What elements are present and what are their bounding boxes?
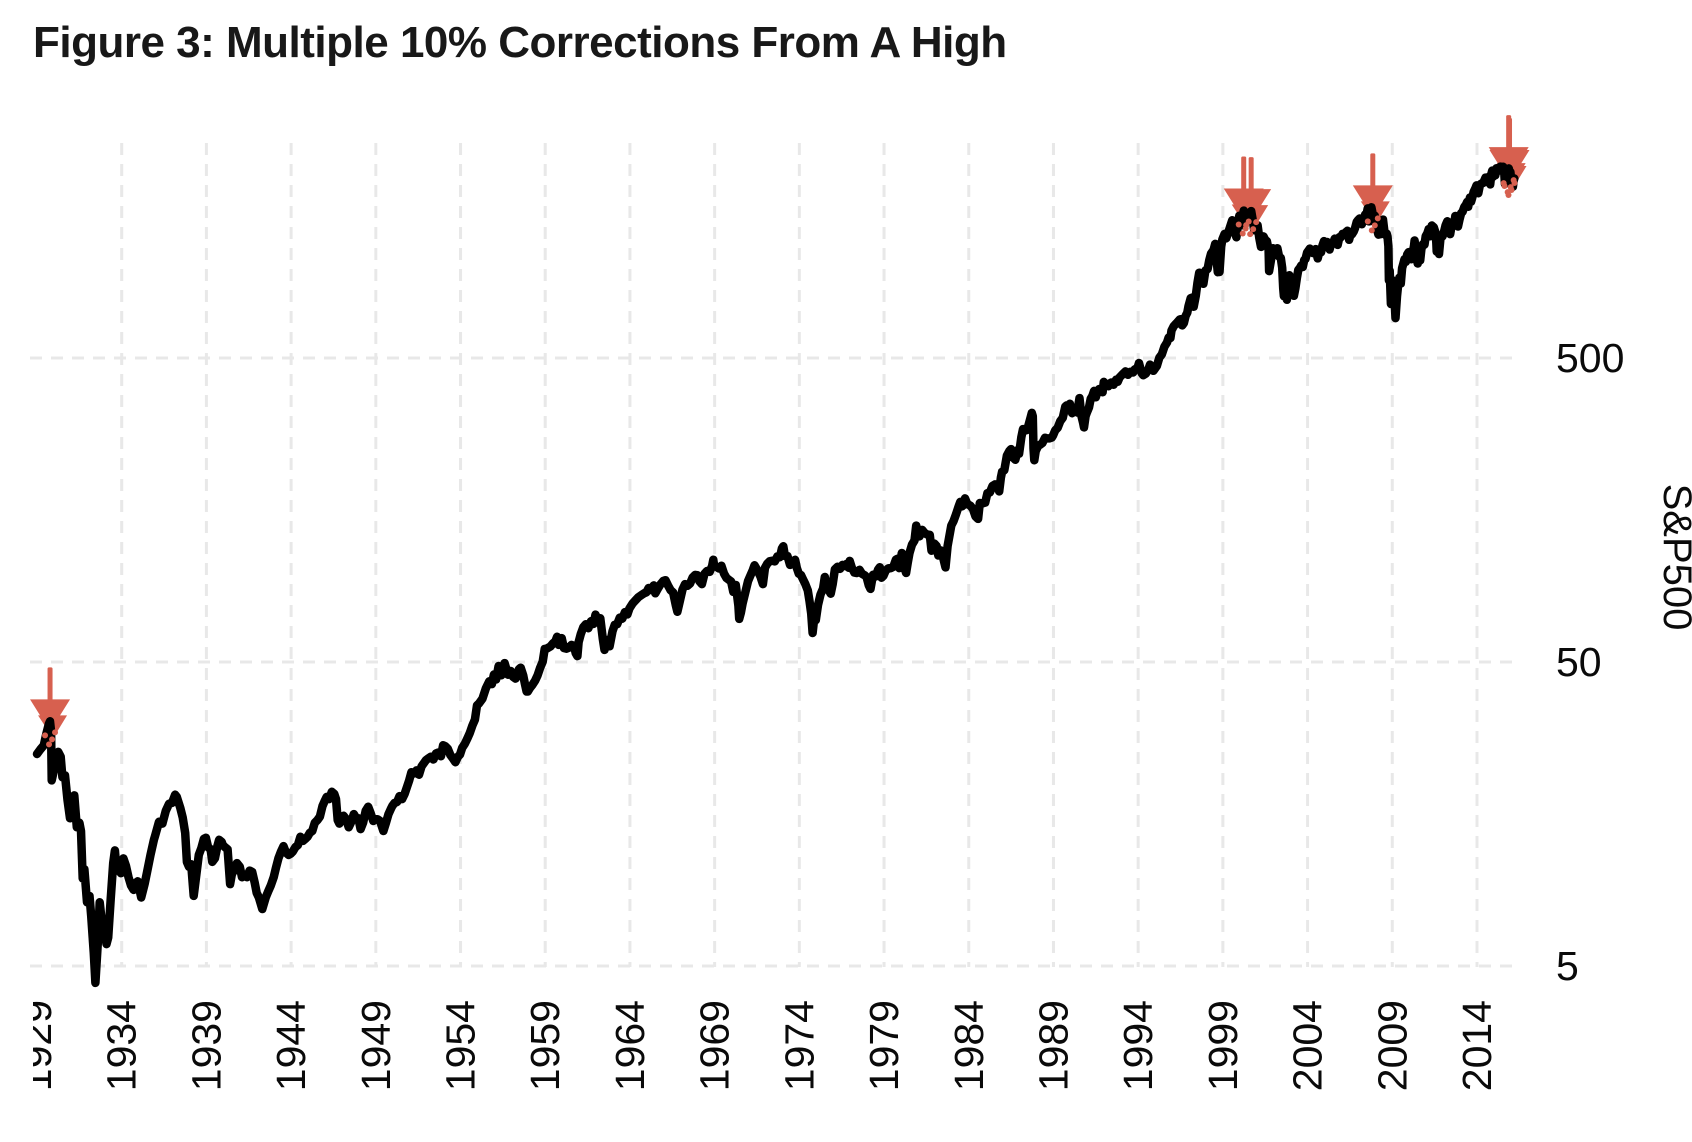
x-tick-label: 2004 — [1285, 1000, 1331, 1091]
correction-arrow-dot — [46, 741, 53, 748]
sp500-line — [32, 162, 1519, 988]
y-axis-title: S&P500 — [1655, 484, 1692, 631]
x-tick-label: 1984 — [946, 1000, 992, 1091]
correction-arrow-dot — [1374, 215, 1381, 222]
x-tick-label: 1999 — [1200, 1000, 1246, 1091]
x-tick-label: 2009 — [1369, 1000, 1415, 1091]
x-tick-label: 1959 — [522, 1000, 568, 1091]
x-tick-label: 1964 — [607, 1000, 653, 1091]
x-tick-label: 1979 — [861, 1000, 907, 1091]
correction-arrow-dot — [49, 736, 56, 743]
correction-arrow-dot — [1247, 231, 1254, 238]
x-tick-label: 1994 — [1115, 1000, 1161, 1091]
correction-arrow-dot — [1368, 227, 1375, 234]
correction-arrow-dot — [52, 729, 59, 736]
x-tick-label: 1969 — [692, 1000, 738, 1091]
x-tick-label: 1934 — [99, 1000, 145, 1091]
correction-arrow-dot — [1508, 187, 1515, 194]
x-tick-label: 1944 — [268, 1000, 314, 1091]
correction-arrow-dot — [1501, 183, 1508, 190]
figure-title: Figure 3: Multiple 10% Corrections From … — [33, 18, 1007, 67]
x-tick-label: 1939 — [183, 1000, 229, 1091]
correction-arrow-dot — [1253, 219, 1260, 226]
x-tick-label: 1949 — [353, 1000, 399, 1091]
correction-arrow-dot — [1371, 222, 1378, 229]
correction-arrow-dot — [42, 732, 49, 739]
correction-arrow-dot — [1235, 221, 1242, 228]
x-tick-label: 2014 — [1454, 1000, 1500, 1091]
correction-arrow-dot — [1239, 230, 1246, 237]
correction-arrow-dot — [1250, 226, 1257, 233]
correction-arrow-dot — [1243, 222, 1250, 229]
x-tick-label: 1974 — [776, 1000, 822, 1091]
y-tick-label: 5 — [1556, 943, 1579, 989]
x-tick-label: 1989 — [1030, 1000, 1076, 1091]
x-tick-label: 1929 — [14, 1000, 60, 1091]
y-tick-label: 50 — [1556, 639, 1602, 685]
correction-arrow-dot — [1511, 180, 1518, 187]
x-tick-label: 1954 — [438, 1000, 484, 1091]
correction-arrow-dot — [1364, 218, 1371, 225]
y-tick-label: 500 — [1556, 335, 1624, 381]
correction-arrow-dot — [1505, 192, 1512, 199]
